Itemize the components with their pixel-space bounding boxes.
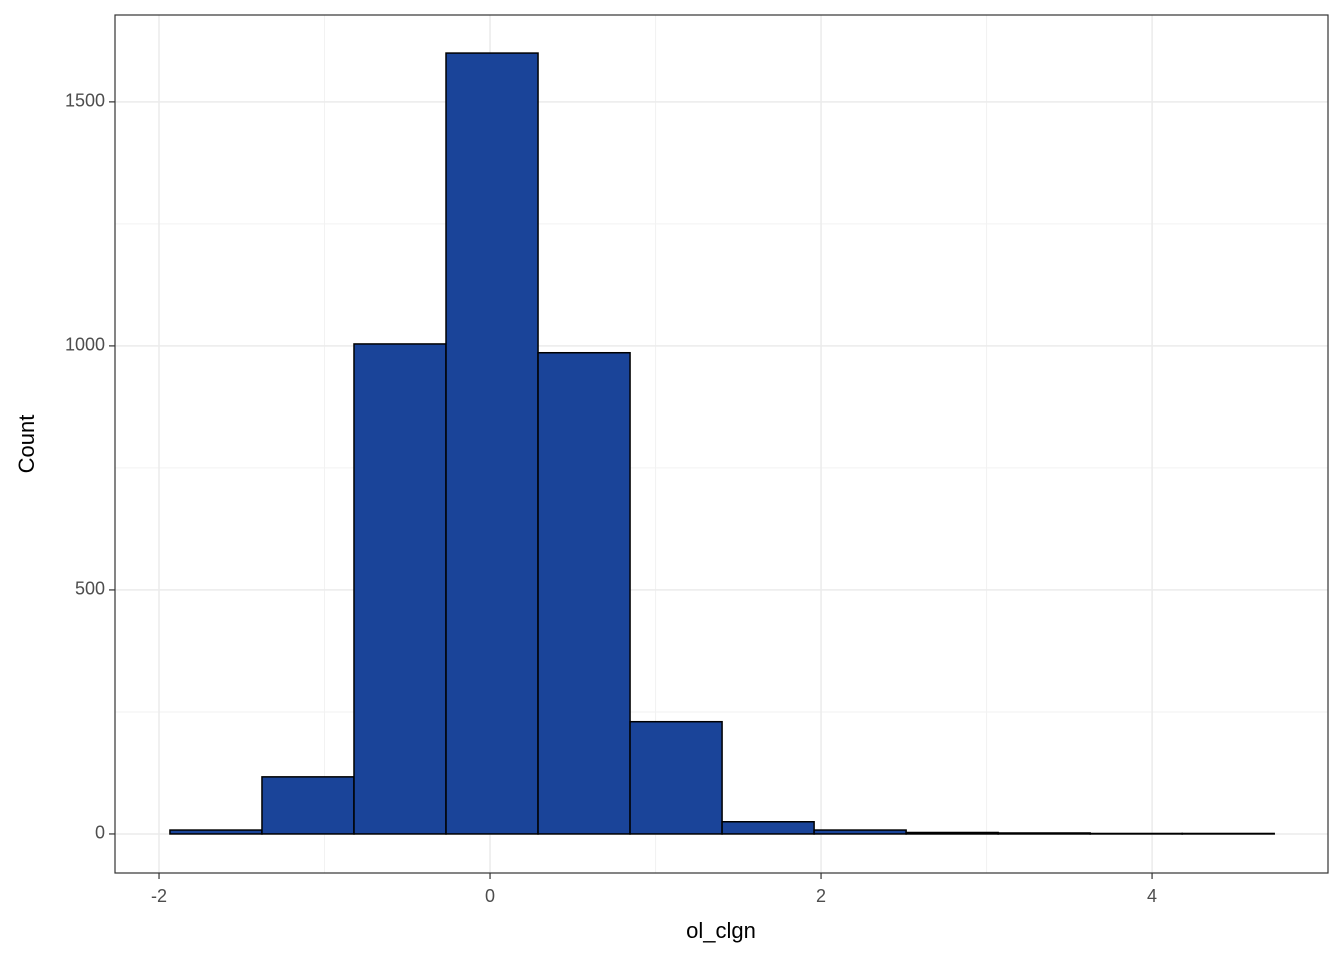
x-axis-title: ol_clgn [686,918,756,943]
x-tick-label: 4 [1147,886,1157,906]
histogram-bar [629,720,723,835]
y-tick-label: 1500 [65,91,105,111]
histogram-bar [445,52,539,835]
histogram-bar [353,343,447,835]
histogram-bar [997,832,1091,835]
histogram-bar [537,351,631,835]
x-tick-label: -2 [151,886,167,906]
y-tick-label: 0 [95,823,105,843]
histogram-bar [813,829,907,835]
histogram-bar [721,821,815,835]
y-tick-label: 1000 [65,335,105,355]
panel-border [114,14,1329,874]
y-axis-title: Count [14,415,39,474]
y-tick-label: 500 [75,579,105,599]
histogram-bar [169,829,263,835]
x-tick-label: 2 [816,886,826,906]
histogram-bar [261,776,355,835]
x-tick-label: 0 [485,886,495,906]
histogram-bar [905,831,999,835]
